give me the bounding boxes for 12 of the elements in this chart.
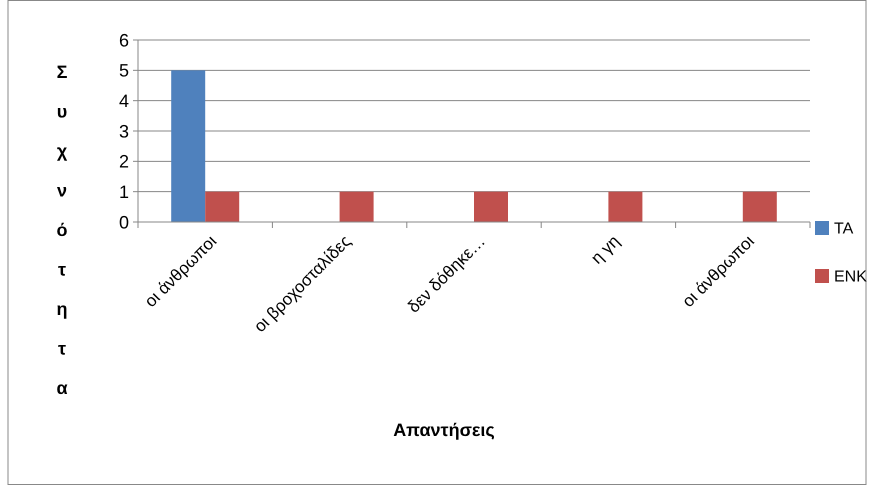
y-tick-label: 2: [118, 152, 129, 172]
y-tick-label: 0: [118, 212, 129, 232]
legend-label: ΕΝΚ: [834, 268, 868, 286]
y-tick-label: 3: [118, 121, 129, 142]
text: Συχνότητα: [56, 62, 68, 398]
legend-label: ΤΑ: [834, 220, 854, 238]
x-tick-label: η γη: [587, 232, 624, 268]
y-tick-label: 4: [118, 90, 129, 111]
y-tick-label: 1: [118, 182, 129, 202]
y-tick-label: 6: [118, 30, 129, 50]
y-tick-label: 5: [118, 60, 129, 81]
x-axis-title: Απαντήσεις: [393, 420, 495, 440]
